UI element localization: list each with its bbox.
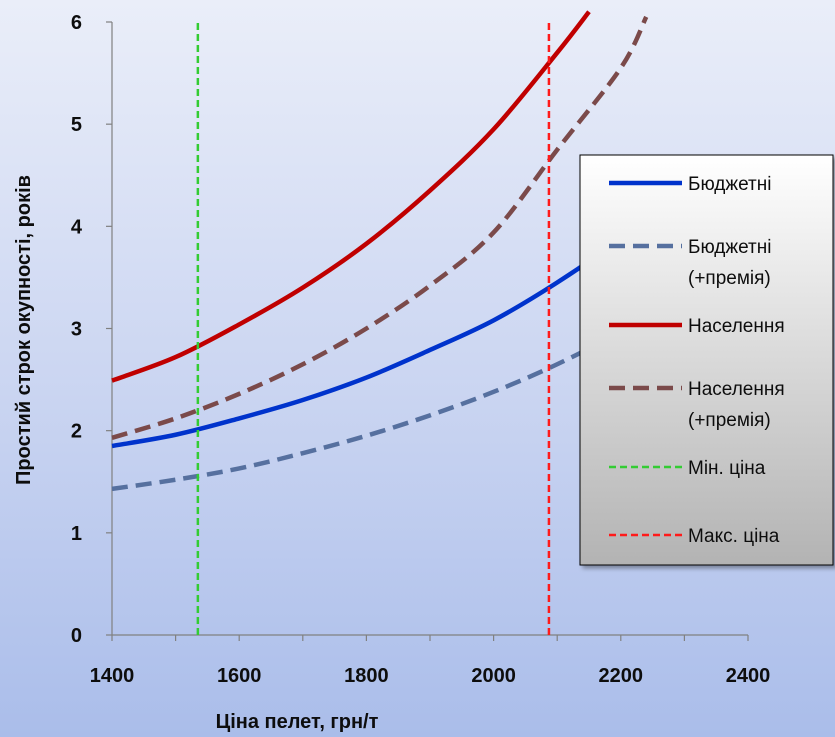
x-tick-label: 1600: [217, 665, 262, 687]
series-line-3: [111, 10, 591, 383]
legend-label-4-line2: (+премія): [688, 410, 771, 431]
legend-label-4: Населення: [688, 379, 785, 400]
y-tick-label: 4: [71, 216, 83, 238]
series-line-4: [111, 15, 649, 440]
legend-label-1: Бюджетні: [688, 174, 771, 195]
x-tick-label: 2000: [471, 665, 516, 687]
legend-label-3: Населення: [688, 316, 785, 337]
y-tick-label: 1: [71, 523, 82, 545]
legend-label-2: Бюджетні: [688, 237, 771, 258]
x-tick-label: 1800: [344, 665, 389, 687]
x-tick-label: 1400: [90, 665, 135, 687]
y-tick-label: 6: [71, 12, 82, 34]
y-tick-label: 2: [71, 421, 82, 443]
series-line-2: [111, 290, 686, 492]
legend: Бюджетні Бюджетні (+премія) Населення Населе…: [579, 154, 834, 566]
y-tick-label: 0: [71, 625, 82, 647]
x-tick-label: 2200: [599, 665, 644, 687]
legend-label-2-line2: (+премія): [688, 268, 771, 289]
y-tick-label: 3: [71, 319, 82, 341]
legend-label-5: Мін. ціна: [688, 458, 766, 479]
legend-box: [579, 154, 834, 566]
axes: 0 1 2 3 4 5 6 1400 1600 1800 2000 2200 2400: [71, 12, 770, 687]
y-axis-title: Простий строк окупності, років: [13, 175, 35, 485]
y-tick-label: 5: [71, 114, 82, 136]
x-tick-label: 2400: [726, 665, 771, 687]
legend-label-6: Макс. ціна: [688, 526, 780, 547]
x-axis-title: Ціна пелет, грн/т: [216, 711, 379, 733]
